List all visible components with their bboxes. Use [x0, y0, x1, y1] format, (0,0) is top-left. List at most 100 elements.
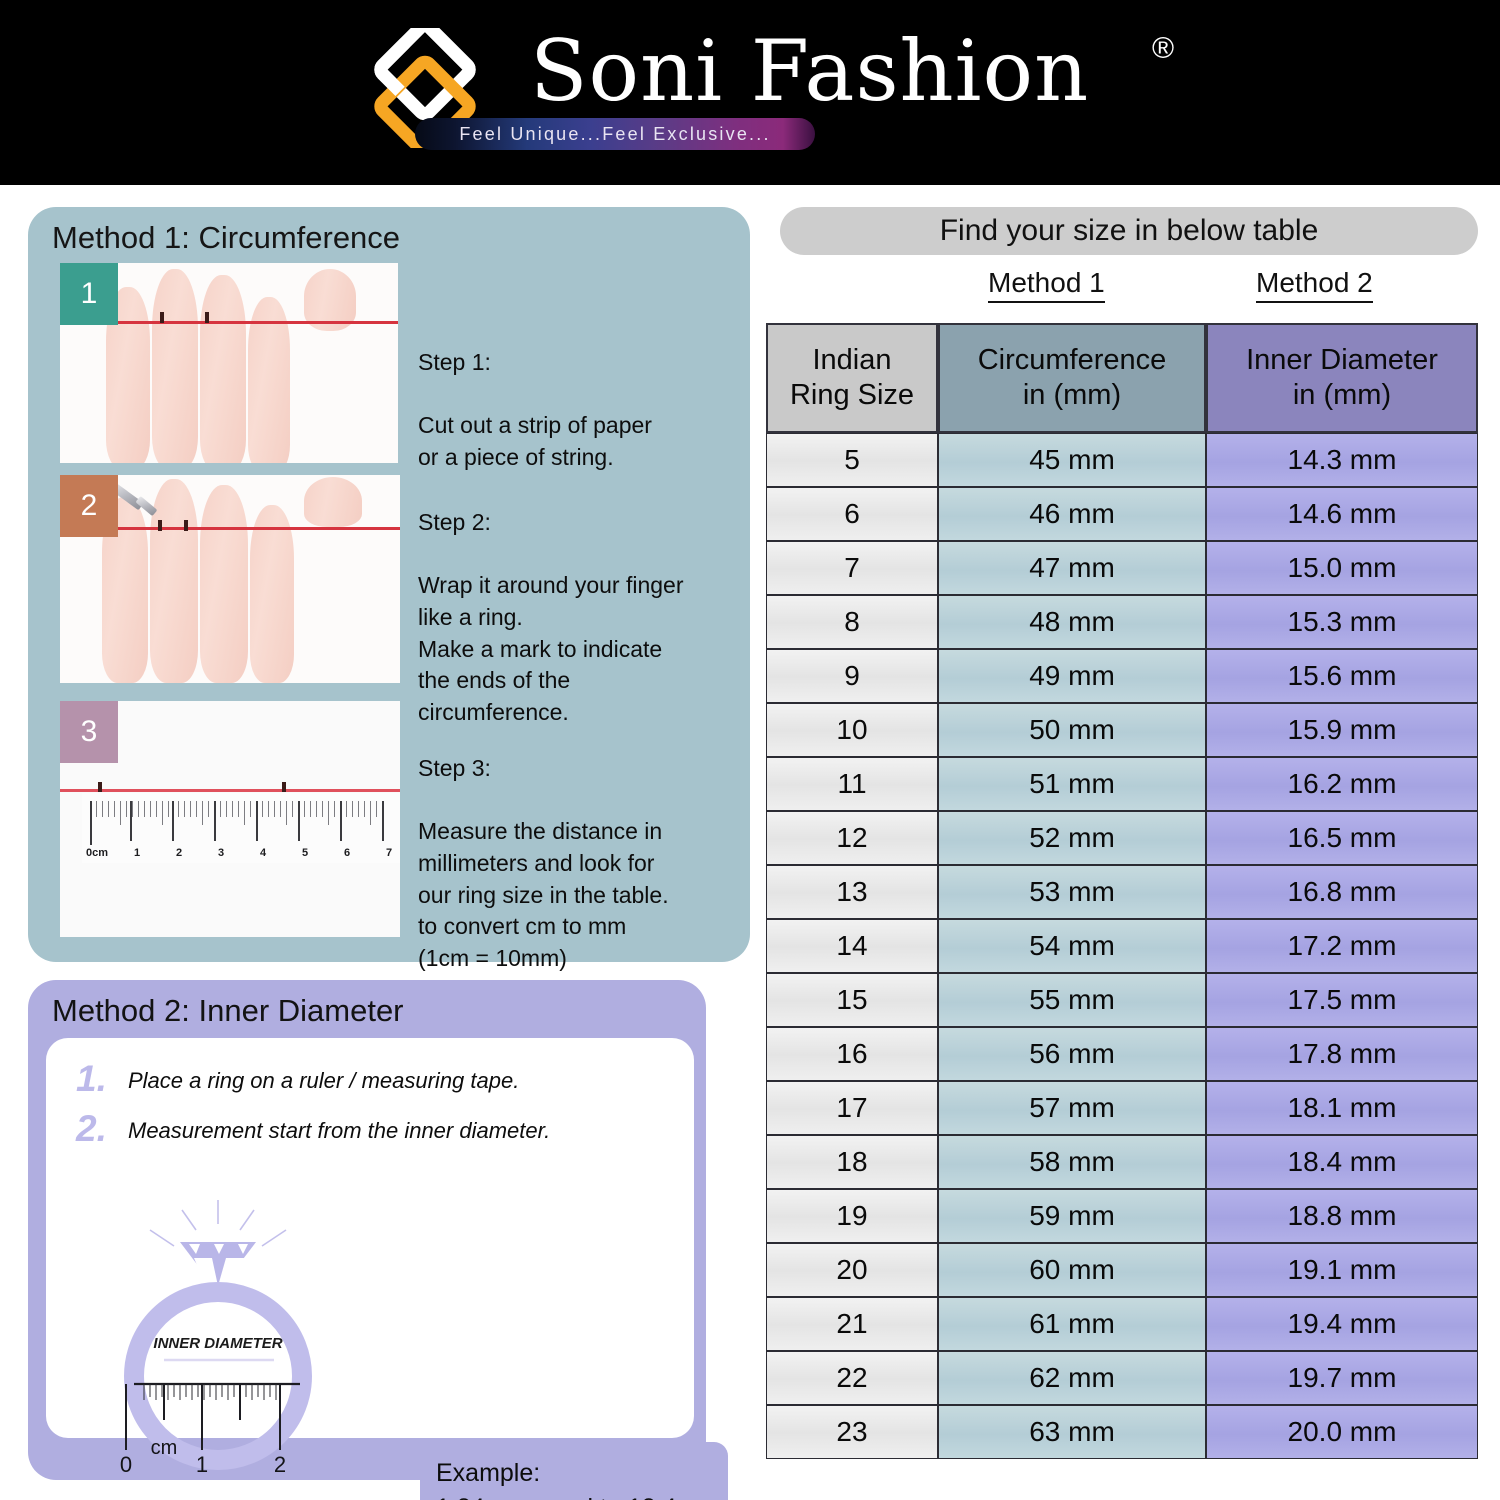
inner-diameter-label: INNER DIAMETER	[153, 1335, 282, 1352]
ring-with-diamond-icon: INNER DIAMETER	[86, 1198, 356, 1488]
table-row: 7 47 mm 15.0 mm	[766, 541, 1478, 595]
list-item-number: 2.	[76, 1108, 107, 1149]
brand-name: Soni Fashion	[530, 22, 1090, 120]
table-row: 23 63 mm 20.0 mm	[766, 1405, 1478, 1459]
table-row: 14 54 mm 17.2 mm	[766, 919, 1478, 973]
cell-inner-diameter: 16.8 mm	[1206, 865, 1478, 919]
step-1-photo: 1	[60, 263, 398, 463]
cell-inner-diameter: 16.5 mm	[1206, 811, 1478, 865]
cell-ring-size: 16	[766, 1027, 938, 1081]
table-method-2-heading: Method 2	[1256, 267, 1373, 303]
diagram-ruler-unit: cm	[151, 1437, 178, 1459]
step-1-label: Step 1:	[418, 348, 491, 375]
cell-circumference: 57 mm	[938, 1081, 1206, 1135]
find-size-banner: Find your size in below table	[780, 207, 1478, 255]
table-row: 21 61 mm 19.4 mm	[766, 1297, 1478, 1351]
ruler-label-5: 5	[302, 847, 309, 859]
table-method-1-heading: Method 1	[988, 267, 1105, 303]
brand-tagline-banner: Feel Unique...Feel Exclusive...	[415, 118, 815, 150]
cell-ring-size: 14	[766, 919, 938, 973]
cell-inner-diameter: 17.2 mm	[1206, 919, 1478, 973]
step-3-description: Measure the distance in millimeters and …	[418, 818, 669, 972]
cell-ring-size: 11	[766, 757, 938, 811]
cell-ring-size: 22	[766, 1351, 938, 1405]
step-2-photo: 2	[60, 475, 400, 683]
diagram-ruler-label-0: 0	[120, 1452, 132, 1477]
brand-tagline: Feel Unique...Feel Exclusive...	[459, 123, 771, 144]
cell-circumference: 48 mm	[938, 595, 1206, 649]
cell-inner-diameter: 18.8 mm	[1206, 1189, 1478, 1243]
cell-circumference: 62 mm	[938, 1351, 1206, 1405]
method-2-panel: Method 2: Inner Diameter 1. Place a ring…	[28, 980, 728, 1500]
cell-inner-diameter: 20.0 mm	[1206, 1405, 1478, 1459]
table-row: 22 62 mm 19.7 mm	[766, 1351, 1478, 1405]
cell-inner-diameter: 19.1 mm	[1206, 1243, 1478, 1297]
step-2-text-block: Step 2: Wrap it around your finger like …	[418, 475, 748, 729]
cell-circumference: 60 mm	[938, 1243, 1206, 1297]
step-3-badge: 3	[60, 701, 118, 763]
list-item-label: Place a ring on a ruler / measuring tape…	[128, 1068, 520, 1093]
list-item-number: 1.	[76, 1058, 107, 1099]
cell-ring-size: 7	[766, 541, 938, 595]
list-item: 1. Place a ring on a ruler / measuring t…	[76, 1056, 676, 1106]
table-row: 13 53 mm 16.8 mm	[766, 865, 1478, 919]
cell-inner-diameter: 15.6 mm	[1206, 649, 1478, 703]
find-size-banner-text: Find your size in below table	[939, 214, 1319, 247]
cell-inner-diameter: 15.3 mm	[1206, 595, 1478, 649]
cell-circumference: 63 mm	[938, 1405, 1206, 1459]
table-row: 16 56 mm 17.8 mm	[766, 1027, 1478, 1081]
cell-inner-diameter: 15.9 mm	[1206, 703, 1478, 757]
cell-circumference: 58 mm	[938, 1135, 1206, 1189]
cell-circumference: 59 mm	[938, 1189, 1206, 1243]
table-row: 10 50 mm 15.9 mm	[766, 703, 1478, 757]
registered-trademark-icon: ®	[1152, 32, 1175, 65]
cell-inner-diameter: 14.3 mm	[1206, 433, 1478, 487]
cell-ring-size: 21	[766, 1297, 938, 1351]
method-1-title: Method 1: Circumference	[52, 220, 401, 255]
cell-circumference: 50 mm	[938, 703, 1206, 757]
ruler-label-1: 1	[134, 847, 141, 859]
cell-circumference: 55 mm	[938, 973, 1206, 1027]
diagram-ruler-label-1: 1	[196, 1452, 208, 1477]
cell-inner-diameter: 16.2 mm	[1206, 757, 1478, 811]
cell-ring-size: 17	[766, 1081, 938, 1135]
cell-ring-size: 13	[766, 865, 938, 919]
cell-circumference: 61 mm	[938, 1297, 1206, 1351]
list-item-label: Measurement start from the inner diamete…	[128, 1118, 551, 1143]
step-3-text-block: Step 3: Measure the distance in millimet…	[418, 721, 748, 975]
cell-circumference: 46 mm	[938, 487, 1206, 541]
column-header-line-1: Inner Diameter	[1246, 343, 1438, 376]
column-header-line-2: in (mm)	[1292, 379, 1392, 411]
step-2-badge: 2	[60, 475, 118, 537]
table-row: 11 51 mm 16.2 mm	[766, 757, 1478, 811]
table-row: 17 57 mm 18.1 mm	[766, 1081, 1478, 1135]
table-row: 5 45 mm 14.3 mm	[766, 433, 1478, 487]
step-3-photo: 0cm 1 2 3 4 5 6 7 3	[60, 701, 400, 937]
cell-ring-size: 5	[766, 433, 938, 487]
ring-size-table: Indian Ring Size Circumference in (mm) I…	[766, 323, 1478, 1459]
example-text: Example: 1.84 cm equal to 18.4 mm = size…	[436, 1456, 725, 1500]
cell-ring-size: 19	[766, 1189, 938, 1243]
cell-ring-size: 10	[766, 703, 938, 757]
column-header-indian-ring-size: Indian Ring Size	[766, 323, 938, 433]
cell-inner-diameter: 19.7 mm	[1206, 1351, 1478, 1405]
example-line-1: 1.84 cm equal to 18.4 mm	[436, 1494, 725, 1500]
column-header-inner-diameter: Inner Diameter in (mm)	[1206, 323, 1478, 433]
cell-circumference: 47 mm	[938, 541, 1206, 595]
cell-inner-diameter: 18.4 mm	[1206, 1135, 1478, 1189]
step-2-label: Step 2:	[418, 508, 491, 535]
cell-inner-diameter: 18.1 mm	[1206, 1081, 1478, 1135]
table-row: 19 59 mm 18.8 mm	[766, 1189, 1478, 1243]
column-header-line-1: Circumference	[977, 343, 1167, 376]
diagram-ruler-label-2: 2	[274, 1452, 286, 1477]
cell-inner-diameter: 17.5 mm	[1206, 973, 1478, 1027]
cell-inner-diameter: 17.8 mm	[1206, 1027, 1478, 1081]
table-row: 8 48 mm 15.3 mm	[766, 595, 1478, 649]
cell-ring-size: 18	[766, 1135, 938, 1189]
column-header-line-2: in (mm)	[1022, 379, 1122, 411]
cell-ring-size: 9	[766, 649, 938, 703]
cell-circumference: 49 mm	[938, 649, 1206, 703]
cell-circumference: 51 mm	[938, 757, 1206, 811]
brand-header: Soni Fashion ® Feel Unique...Feel Exclus…	[0, 0, 1500, 185]
table-row: 6 46 mm 14.6 mm	[766, 487, 1478, 541]
